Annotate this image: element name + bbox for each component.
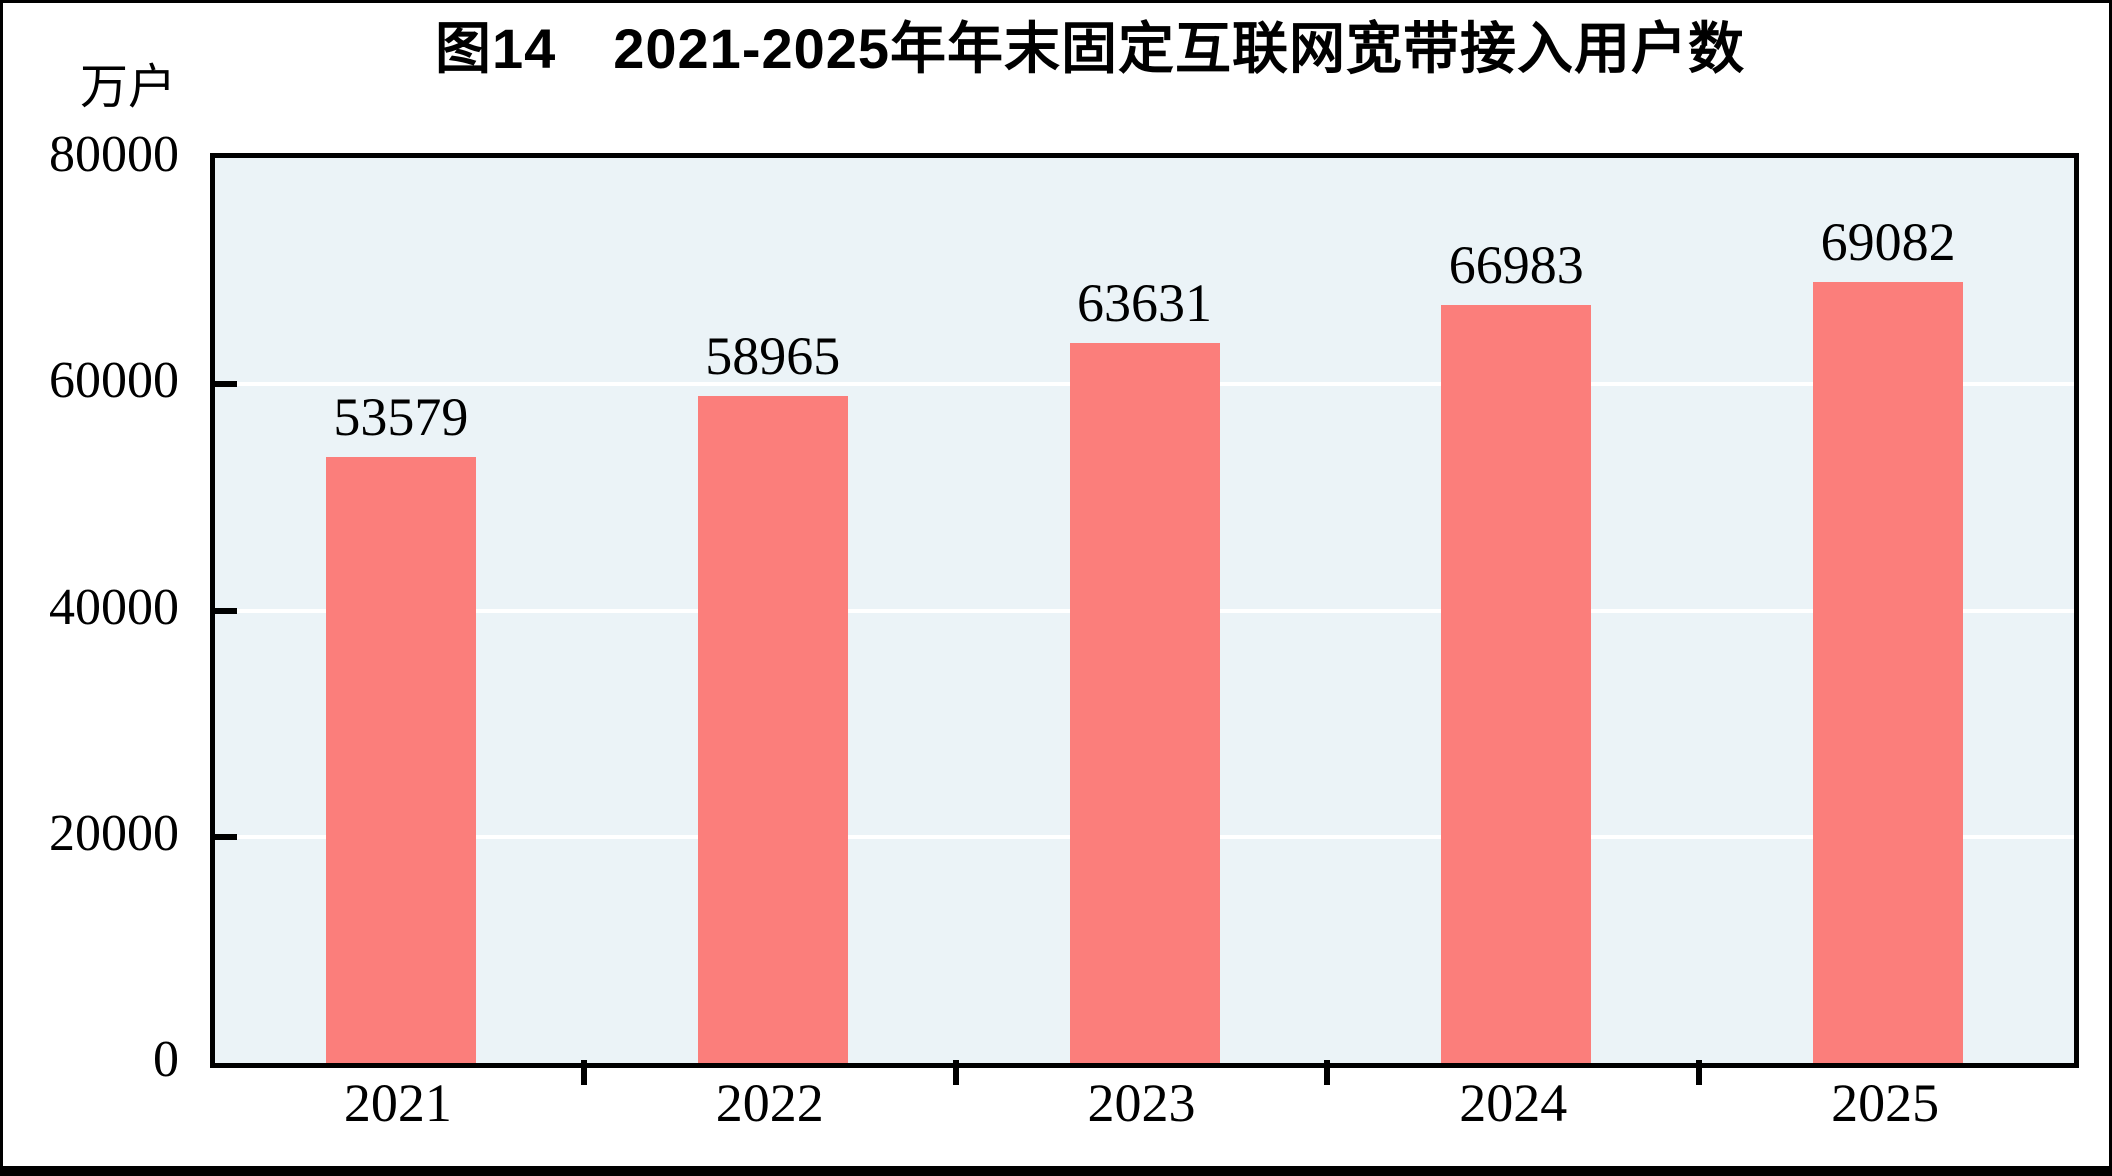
bar-2024 (1441, 305, 1592, 1063)
bar-value-label: 58965 (705, 325, 841, 386)
y-axis-label: 20000 (49, 804, 179, 862)
x-axis-label-2022: 2022 (715, 1073, 824, 1133)
y-axis-label: 0 (153, 1031, 179, 1088)
bar-value-label: 69082 (1820, 211, 1956, 272)
y-axis-label: 80000 (49, 126, 179, 183)
chart-title: 图14 2021-2025年年末固定互联网宽带接入用户数 (434, 17, 1746, 80)
x-axis-tick (580, 1060, 587, 1085)
plot-area: 53579 58965 63631 66983 69082 (210, 153, 2079, 1068)
bar-value-label: 53579 (333, 386, 469, 447)
x-axis-tick (952, 1060, 959, 1085)
bar-2025 (1813, 281, 1964, 1063)
x-axis-label-2025: 2025 (1831, 1073, 1940, 1133)
y-axis-tick (214, 607, 237, 614)
bar-2023 (1069, 343, 1220, 1063)
bar-value-label: 63631 (1077, 273, 1212, 334)
x-axis-tick (1696, 1060, 1703, 1085)
x-axis-label-2023: 2023 (1087, 1073, 1196, 1133)
y-axis-tick (214, 833, 237, 840)
x-axis-tick (1324, 1060, 1331, 1085)
y-axis-unit-label: 万户 (79, 61, 176, 114)
bar-2022 (697, 395, 848, 1063)
x-axis-label-2024: 2024 (1459, 1073, 1568, 1133)
y-axis-tick (214, 381, 237, 388)
x-axis-label-2021: 2021 (343, 1073, 452, 1133)
y-axis-label: 40000 (49, 578, 179, 636)
bar-2021 (325, 456, 476, 1063)
bar-value-label: 66983 (1448, 235, 1584, 296)
y-axis-label: 60000 (49, 352, 179, 410)
